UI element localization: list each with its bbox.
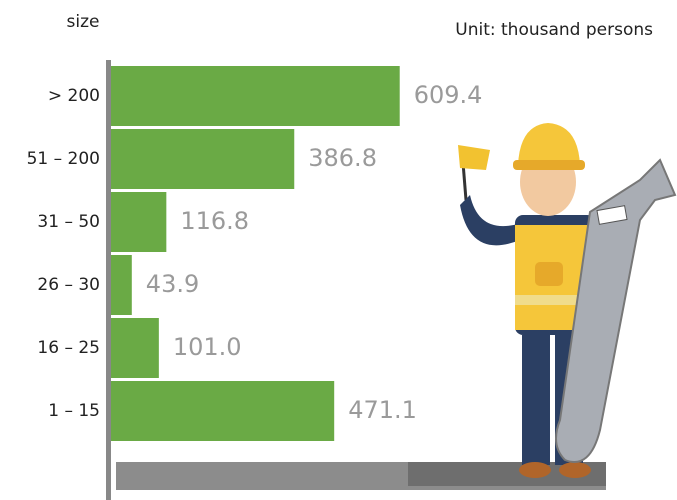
axis-line xyxy=(106,60,111,500)
bar xyxy=(111,318,159,378)
value-label: 43.9 xyxy=(146,270,199,298)
y-tick-label: 26 – 30 xyxy=(37,275,100,295)
y-tick-label: 31 – 50 xyxy=(37,212,100,232)
y-tick-label: > 200 xyxy=(48,86,100,106)
value-label: 471.1 xyxy=(348,396,417,424)
y-tick-label: 51 – 200 xyxy=(27,149,100,169)
chart: size Unit: thousand persons > 200 609.4 51… xyxy=(0,0,677,500)
axis-label: size xyxy=(67,12,100,32)
value-label: 101.0 xyxy=(173,333,242,361)
unit-note: Unit: thousand persons xyxy=(455,20,653,40)
value-label: 609.4 xyxy=(414,81,483,109)
value-label: 386.8 xyxy=(308,144,377,172)
bar xyxy=(111,192,166,252)
worker-illustration xyxy=(458,123,675,478)
value-label: 116.8 xyxy=(180,207,249,235)
bar xyxy=(111,66,400,126)
bar xyxy=(111,129,294,189)
bar xyxy=(111,381,334,441)
y-tick-label: 16 – 25 xyxy=(37,338,100,358)
bar xyxy=(111,255,132,315)
y-tick-label: 1 – 15 xyxy=(48,401,100,421)
